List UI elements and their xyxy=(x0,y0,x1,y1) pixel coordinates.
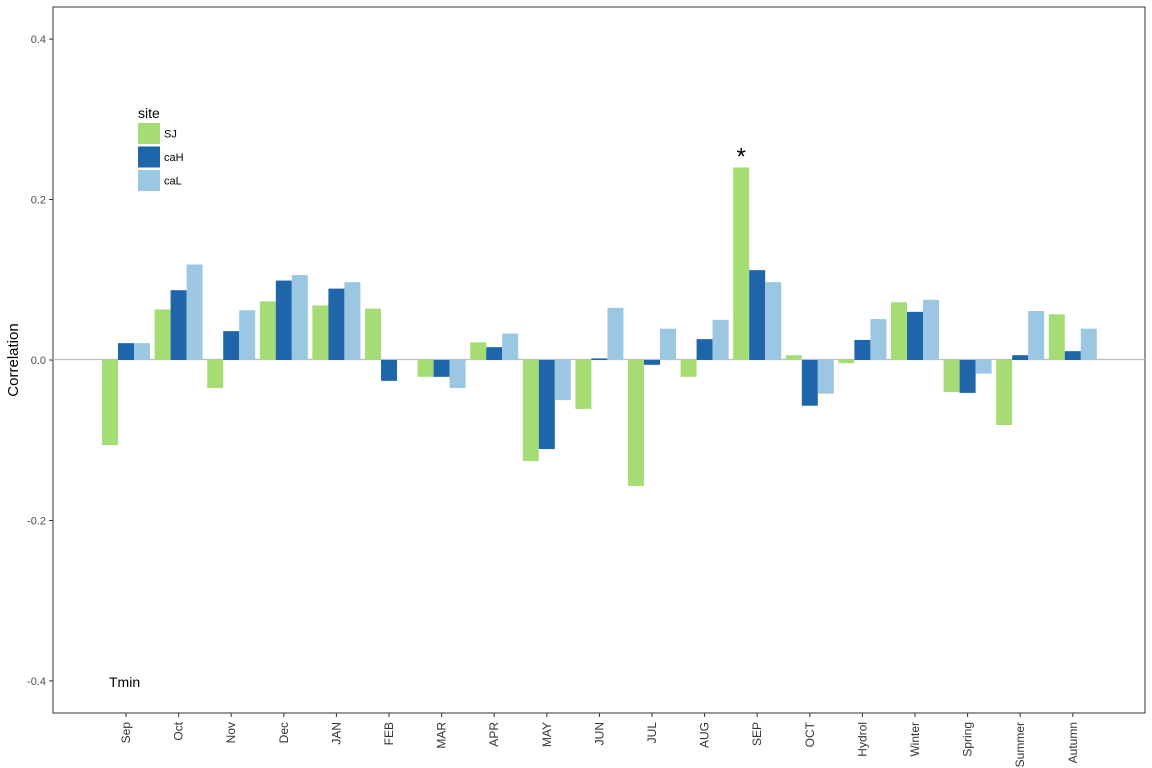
bar-caH-Sep xyxy=(118,343,134,360)
bar-caL-OCT xyxy=(817,360,834,394)
bar-caH-Spring xyxy=(959,360,976,393)
bars-layer xyxy=(102,167,1097,486)
bar-SJ-OCT xyxy=(785,355,802,360)
x-tick-label: Nov xyxy=(224,722,238,743)
x-tick-label: Dec xyxy=(277,722,291,743)
bar-caL-JUN xyxy=(607,307,624,360)
bar-SJ-Hydrol xyxy=(838,360,855,364)
bar-caH-AUG xyxy=(696,339,713,360)
bar-caL-AUG xyxy=(712,319,729,360)
bar-caH-Nov xyxy=(223,331,240,360)
x-tick-label: Oct xyxy=(172,721,186,740)
bar-caL-Nov xyxy=(239,310,256,360)
legend-label-caL: caL xyxy=(164,176,182,188)
bar-SJ-SEP xyxy=(733,167,750,360)
bar-caH-Dec xyxy=(275,280,292,360)
y-tick-label: 0.2 xyxy=(31,195,46,207)
bar-SJ-Spring xyxy=(943,360,960,393)
x-tick-label: JAN xyxy=(329,722,343,745)
bar-SJ-JAN xyxy=(312,305,329,360)
bar-caH-Autumn xyxy=(1064,351,1081,360)
bar-SJ-MAR xyxy=(417,360,434,377)
x-tick-label: Hydrol xyxy=(855,722,869,757)
bar-caL-JUL xyxy=(660,328,676,360)
bar-SJ-Oct xyxy=(154,309,171,360)
x-tick-label: FEB xyxy=(382,722,396,745)
x-tick-label: SEP xyxy=(750,722,764,746)
x-tick-label: Autumn xyxy=(1066,722,1080,763)
significance-marker: * xyxy=(737,143,746,170)
bar-caL-Spring xyxy=(975,360,992,374)
legend-swatch-caH xyxy=(138,146,160,168)
bar-SJ-Nov xyxy=(207,360,224,389)
bar-caL-MAY xyxy=(554,360,571,401)
x-axis: Sep Oct Nov Dec JAN FEB MAR APR MAY JUN JUL AUG SEP O… xyxy=(119,713,1080,767)
bar-caL-Autumn xyxy=(1080,328,1097,360)
bar-caL-Dec xyxy=(291,274,308,360)
bar-SJ-Winter xyxy=(891,302,907,360)
bar-caH-JUL xyxy=(644,360,660,365)
annotations: Tmin * xyxy=(109,143,746,690)
bar-caH-APR xyxy=(486,347,503,360)
bar-caH-MAY xyxy=(538,360,555,450)
legend: site SJ caH caL xyxy=(138,105,184,191)
x-tick-label: MAR xyxy=(435,722,449,749)
panel-annotation-label: Tmin xyxy=(109,674,140,690)
bar-caL-APR xyxy=(502,333,519,360)
bar-caH-MAR xyxy=(433,360,450,377)
bar-caL-Sep xyxy=(134,343,150,360)
legend-label-SJ: SJ xyxy=(164,129,177,141)
bar-caH-JUN xyxy=(591,358,608,360)
y-tick-label: -0.2 xyxy=(27,515,46,527)
bar-caH-JAN xyxy=(328,288,345,360)
x-tick-label: APR xyxy=(487,722,501,747)
bar-caL-Oct xyxy=(186,264,203,360)
bar-SJ-Autumn xyxy=(1048,314,1065,360)
x-tick-label: Winter xyxy=(908,722,922,757)
bar-caL-Winter xyxy=(923,299,939,360)
bar-SJ-Dec xyxy=(259,301,276,360)
y-axis-title: Correlation xyxy=(5,323,22,396)
bar-SJ-JUN xyxy=(575,360,592,409)
legend-label-caH: caH xyxy=(164,152,184,164)
bar-SJ-FEB xyxy=(365,308,381,360)
x-tick-label: Sep xyxy=(119,722,133,744)
bar-caH-FEB xyxy=(381,360,397,381)
y-tick-label: -0.4 xyxy=(27,676,46,688)
bar-caH-Oct xyxy=(170,290,187,360)
x-tick-label: OCT xyxy=(803,721,817,747)
y-tick-label: 0.4 xyxy=(31,34,46,46)
bar-SJ-JUL xyxy=(628,360,644,486)
y-tick-label: 0.0 xyxy=(31,355,46,367)
x-tick-label: JUL xyxy=(645,722,659,744)
x-tick-label: Spring xyxy=(961,722,975,757)
bar-caL-MAR xyxy=(449,360,466,389)
bar-SJ-AUG xyxy=(680,360,697,377)
bar-caH-SEP xyxy=(749,270,766,360)
bar-caH-Hydrol xyxy=(854,339,871,360)
y-axis: -0.4 -0.2 0.0 0.2 0.4 xyxy=(27,34,53,688)
bar-caL-SEP xyxy=(765,282,782,360)
legend-swatch-caL xyxy=(138,170,160,191)
legend-title: site xyxy=(138,105,160,121)
bar-caL-Hydrol xyxy=(870,319,887,360)
x-tick-label: JUN xyxy=(592,722,606,745)
bar-caH-Summer xyxy=(1012,355,1029,360)
bar-caH-Winter xyxy=(907,311,923,360)
bar-caL-JAN xyxy=(344,282,361,360)
x-tick-label: AUG xyxy=(698,722,712,748)
x-tick-label: Summer xyxy=(1013,722,1027,767)
bar-SJ-APR xyxy=(470,342,487,360)
bar-SJ-Sep xyxy=(102,360,118,446)
x-tick-label: MAY xyxy=(540,722,554,747)
legend-swatch-SJ xyxy=(138,123,160,144)
bar-SJ-MAY xyxy=(522,360,539,462)
bar-caL-Summer xyxy=(1028,311,1045,360)
bar-caH-OCT xyxy=(801,360,818,406)
bar-SJ-Summer xyxy=(996,360,1013,425)
